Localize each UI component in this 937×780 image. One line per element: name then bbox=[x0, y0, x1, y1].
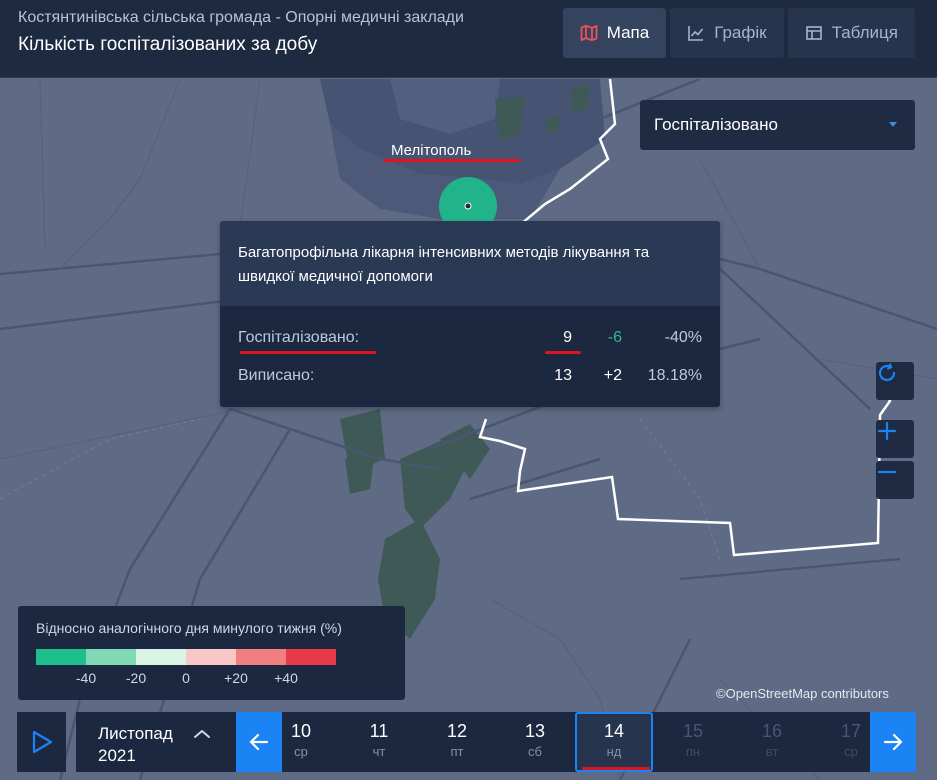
tooltip-row-label: Виписано: bbox=[238, 367, 315, 384]
plus-icon bbox=[877, 421, 897, 441]
tooltip-row-value: 9 bbox=[563, 329, 572, 346]
day-number: 12 bbox=[446, 721, 468, 741]
tooltip-row-hospitalized: Госпіталізовано: 9 -6 -40% bbox=[238, 329, 702, 353]
legend-swatch bbox=[236, 649, 286, 665]
legend-tick: -20 bbox=[125, 670, 147, 686]
day-item: 17 ср bbox=[812, 712, 890, 772]
play-button[interactable] bbox=[17, 712, 66, 772]
metric-select-value: Госпіталізовано bbox=[654, 115, 778, 134]
legend-swatch bbox=[36, 649, 86, 665]
tab-map-label: Мапа bbox=[606, 23, 650, 42]
map-legend: Відносно аналогічного дня минулого тижня… bbox=[18, 606, 405, 700]
legend-swatch bbox=[136, 649, 186, 665]
page-subtitle: Костянтинівська сільська громада - Опорн… bbox=[18, 9, 464, 26]
table-icon bbox=[805, 26, 822, 40]
day-weekday: пн bbox=[685, 744, 701, 759]
highlight-underline bbox=[240, 351, 376, 354]
tooltip-row-value: 13 bbox=[554, 367, 572, 384]
minus-icon bbox=[877, 470, 897, 474]
tab-table-label: Таблиця bbox=[831, 23, 898, 42]
legend-tick: +20 bbox=[224, 670, 248, 686]
tooltip-row-change: +2 bbox=[603, 367, 622, 384]
day-item[interactable]: 13 сб bbox=[496, 712, 574, 772]
view-tabs: Мапа Графік Таблиця bbox=[562, 8, 915, 58]
highlight-underline bbox=[383, 159, 521, 162]
next-day-button[interactable] bbox=[870, 712, 916, 772]
refresh-icon bbox=[878, 363, 896, 382]
tab-chart-label: Графік bbox=[714, 23, 767, 42]
prev-day-button[interactable] bbox=[236, 712, 282, 772]
day-strip: 10 ср 11 чт 12 пт 13 сб 14 нд 15 пн 16 в… bbox=[282, 712, 870, 772]
day-item: 15 пн bbox=[654, 712, 732, 772]
day-number: 13 bbox=[524, 721, 546, 741]
month-label: Листопад bbox=[98, 724, 173, 743]
day-number: 11 bbox=[369, 721, 389, 741]
tab-table[interactable]: Таблиця bbox=[787, 8, 915, 58]
highlight-underline bbox=[582, 767, 650, 770]
day-weekday: пт bbox=[450, 744, 464, 759]
legend-color-scale bbox=[36, 649, 336, 665]
zoom-in-button[interactable] bbox=[876, 420, 914, 458]
day-weekday: чт bbox=[372, 744, 386, 759]
map-attribution[interactable]: ©OpenStreetMap contributors bbox=[716, 686, 889, 701]
legend-tick: 0 bbox=[182, 670, 190, 686]
tooltip-row-discharged: Виписано: 13 +2 18.18% bbox=[238, 367, 702, 391]
line-chart-icon bbox=[688, 26, 704, 41]
day-number: 15 bbox=[682, 721, 704, 741]
hospital-tooltip: Багатопрофільна лікарня інтенсивних мето… bbox=[220, 221, 720, 407]
tooltip-row-label: Госпіталізовано: bbox=[238, 329, 360, 346]
legend-swatch bbox=[86, 649, 136, 665]
play-icon bbox=[32, 730, 52, 754]
day-item[interactable]: 11 чт bbox=[340, 712, 418, 772]
legend-tick: +40 bbox=[274, 670, 298, 686]
tab-map[interactable]: Мапа bbox=[562, 8, 667, 58]
tooltip-title: Багатопрофільна лікарня інтенсивних мето… bbox=[220, 221, 720, 306]
caret-down-icon bbox=[889, 122, 897, 127]
legend-swatch bbox=[186, 649, 236, 665]
day-number: 17 bbox=[840, 721, 862, 741]
metric-select[interactable]: Госпіталізовано bbox=[640, 100, 915, 150]
day-weekday: сб bbox=[528, 744, 542, 759]
day-weekday: ср bbox=[844, 744, 858, 759]
city-label: Мелітополь bbox=[391, 142, 472, 159]
day-weekday: нд bbox=[606, 744, 622, 759]
legend-swatch bbox=[286, 649, 336, 665]
reset-view-button[interactable] bbox=[876, 362, 914, 400]
tab-chart[interactable]: Графік bbox=[670, 8, 784, 58]
day-item[interactable]: 10 ср bbox=[262, 712, 340, 772]
day-number: 14 bbox=[603, 721, 625, 741]
legend-title: Відносно аналогічного дня минулого тижня… bbox=[36, 620, 342, 636]
day-item-selected[interactable]: 14 нд bbox=[575, 712, 653, 772]
tooltip-row-percent: -40% bbox=[664, 329, 702, 346]
header: Костянтинівська сільська громада - Опорн… bbox=[0, 0, 937, 78]
tooltip-row-percent: 18.18% bbox=[647, 367, 702, 384]
month-picker[interactable]: Листопад 2021 bbox=[76, 712, 236, 772]
highlight-underline bbox=[545, 351, 581, 354]
day-number: 16 bbox=[761, 721, 783, 741]
day-number: 10 bbox=[290, 721, 312, 741]
legend-tick: -40 bbox=[75, 670, 97, 686]
zoom-out-button[interactable] bbox=[876, 461, 914, 499]
day-item[interactable]: 12 пт bbox=[418, 712, 496, 772]
map-icon bbox=[580, 24, 598, 42]
arrow-left-icon bbox=[249, 733, 269, 751]
tooltip-row-change: -6 bbox=[607, 329, 622, 346]
day-weekday: вт bbox=[765, 744, 779, 759]
arrow-right-icon bbox=[883, 733, 903, 751]
year-label: 2021 bbox=[98, 746, 136, 765]
page-title: Кількість госпіталізованих за добу bbox=[18, 34, 318, 55]
day-weekday: ср bbox=[294, 744, 308, 759]
day-item: 16 вт bbox=[733, 712, 811, 772]
chevron-up-icon bbox=[194, 730, 210, 738]
